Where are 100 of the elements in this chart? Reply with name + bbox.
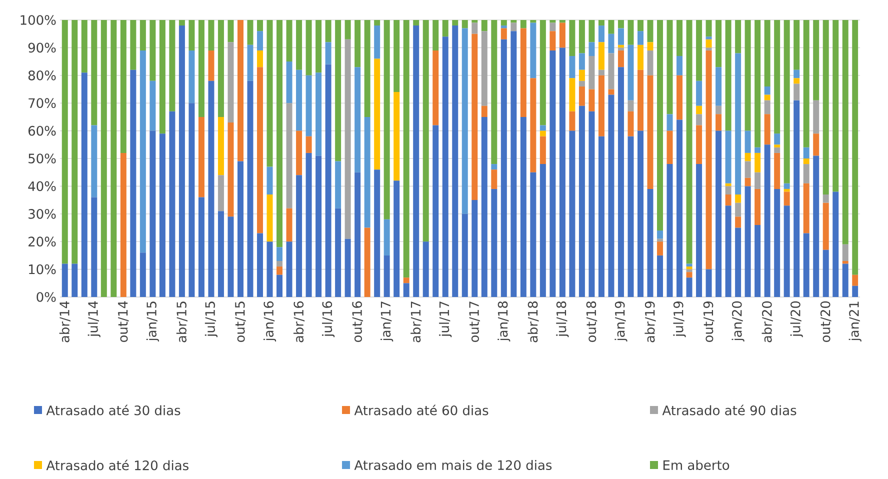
bar xyxy=(510,20,517,23)
bar xyxy=(559,20,566,23)
bar xyxy=(822,250,829,297)
bar xyxy=(169,111,176,297)
bar xyxy=(306,75,312,136)
bar xyxy=(286,103,292,208)
bar xyxy=(257,233,264,297)
bar xyxy=(354,20,361,68)
bar xyxy=(91,197,98,297)
bar xyxy=(618,50,624,68)
bar xyxy=(598,42,604,70)
x-tick-label: abr/16 xyxy=(293,301,305,342)
bar xyxy=(822,194,829,203)
bar xyxy=(696,20,702,81)
bar xyxy=(754,20,761,148)
x-tick-label: out/17 xyxy=(469,302,480,342)
bar xyxy=(306,20,312,76)
bar xyxy=(618,44,624,48)
bar xyxy=(530,22,536,78)
bar xyxy=(472,34,478,200)
bar xyxy=(462,214,468,297)
bar xyxy=(608,53,614,90)
x-tick-label: abr/14 xyxy=(59,301,70,342)
bar xyxy=(618,20,624,28)
bar xyxy=(500,28,507,40)
bar xyxy=(764,100,770,114)
bar xyxy=(432,20,439,50)
bar xyxy=(276,247,283,261)
x-tick-label: abr/20 xyxy=(762,301,773,342)
bar xyxy=(432,125,439,297)
bar xyxy=(325,42,332,64)
bar xyxy=(472,20,478,23)
bar xyxy=(716,20,722,68)
bar xyxy=(764,94,770,100)
bar xyxy=(481,116,488,297)
bar xyxy=(286,242,292,297)
bar xyxy=(120,152,126,297)
bar xyxy=(608,34,614,54)
bar xyxy=(676,56,683,76)
bar xyxy=(540,125,546,131)
bar xyxy=(384,20,390,220)
bar xyxy=(266,166,273,195)
x-tick-label: jan/21 xyxy=(848,302,862,342)
bar xyxy=(725,194,732,206)
bar xyxy=(228,42,234,122)
bar xyxy=(198,20,204,117)
bar xyxy=(637,20,644,32)
bar xyxy=(686,264,692,267)
bar xyxy=(452,26,458,297)
bar xyxy=(481,106,488,117)
bar xyxy=(72,264,78,297)
bar xyxy=(813,20,820,100)
bar xyxy=(403,20,410,278)
x-tick-label: jul/20 xyxy=(790,301,803,338)
x-tick-label: jul/18 xyxy=(556,301,569,338)
bar xyxy=(394,20,400,92)
y-tick-label: 60% xyxy=(28,126,56,136)
bar xyxy=(774,188,780,297)
bar xyxy=(403,278,410,284)
bar xyxy=(706,20,712,37)
bar xyxy=(198,197,204,297)
bar xyxy=(706,269,712,297)
bar xyxy=(218,116,224,176)
bar xyxy=(725,183,732,186)
bar xyxy=(696,125,702,164)
bar xyxy=(647,188,654,297)
x-tick-label: jul/19 xyxy=(673,301,686,338)
bar xyxy=(578,20,585,54)
bar xyxy=(744,161,751,178)
x-tick-label: abr/19 xyxy=(644,301,656,342)
bar xyxy=(686,269,692,272)
bar xyxy=(374,170,380,297)
bar xyxy=(832,20,839,192)
bar xyxy=(550,20,556,23)
bar xyxy=(247,44,254,81)
bar xyxy=(91,20,98,126)
bar xyxy=(481,31,488,106)
x-tick-label: out/19 xyxy=(703,301,714,342)
bar xyxy=(794,70,800,78)
bar xyxy=(647,20,654,42)
bar xyxy=(62,264,68,297)
bar xyxy=(276,266,283,275)
bar xyxy=(706,50,712,270)
bar xyxy=(735,20,742,54)
bar xyxy=(716,67,722,106)
bar xyxy=(91,125,98,198)
bar xyxy=(628,44,634,100)
bar xyxy=(296,70,302,131)
x-tick-label: jan/18 xyxy=(498,301,510,342)
bar xyxy=(569,56,576,78)
bar xyxy=(491,164,498,170)
bar xyxy=(384,255,390,297)
bar xyxy=(559,48,566,297)
y-tick-label: 50% xyxy=(28,154,56,164)
bar xyxy=(442,20,448,37)
bar xyxy=(208,80,214,297)
bar xyxy=(657,242,664,256)
bar xyxy=(276,260,283,267)
bar xyxy=(140,50,146,253)
bar xyxy=(218,211,224,297)
